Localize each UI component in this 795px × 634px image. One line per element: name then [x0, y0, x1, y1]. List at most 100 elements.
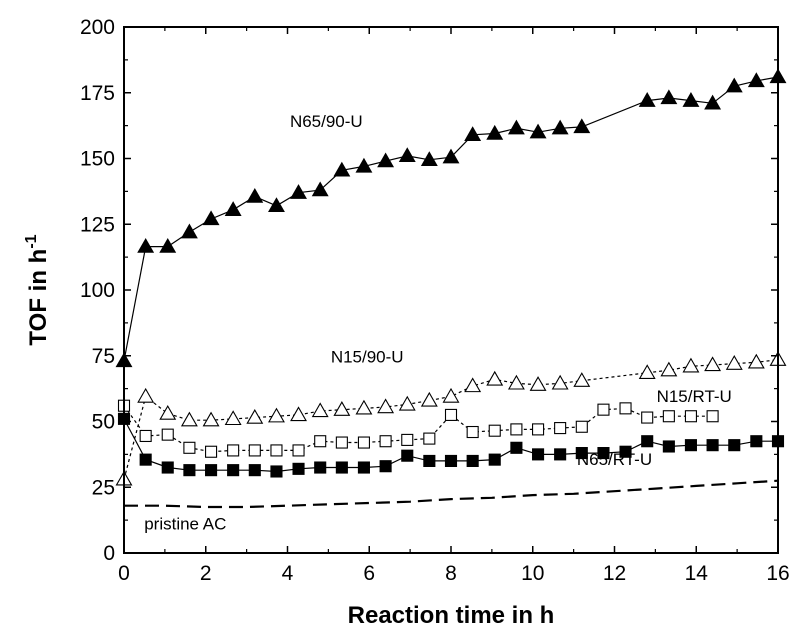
x-tick-label: 6: [363, 562, 375, 585]
data-point-n15-rt-u: [139, 429, 152, 443]
data-point-n15-rt-u: [597, 403, 610, 416]
data-point-n65-90-u: [355, 157, 373, 173]
data-point-n15-rt-u: [466, 425, 479, 439]
data-point-n65-rt-u: [139, 453, 152, 466]
series-n15-90-u: [115, 351, 787, 486]
data-point-n15-rt-u: [423, 432, 436, 445]
series-label-n65-rt-u: N65/RT-U: [577, 450, 652, 469]
data-point-n15-90-u: [180, 411, 198, 427]
data-point-n65-90-u: [398, 147, 416, 163]
data-point-n15-rt-u: [292, 444, 305, 457]
series-line-n65-90-u: [123, 76, 779, 362]
y-axis-title-main: TOF in h: [25, 249, 52, 346]
y-tick-label: 150: [80, 148, 115, 171]
data-point-n65-rt-u: [314, 461, 327, 474]
data-point-n65-90-u: [268, 197, 285, 213]
plot-frame: [123, 26, 779, 554]
data-point-n65-rt-u: [597, 447, 610, 460]
y-tick-label: 100: [80, 279, 115, 302]
series-n65-rt-u: [117, 412, 785, 478]
series-label-pristine-ac: pristine AC: [144, 514, 226, 533]
data-point-n65-rt-u: [444, 454, 458, 468]
data-point-n65-rt-u: [619, 445, 632, 458]
data-point-n65-90-u: [486, 124, 504, 140]
x-tick-label: 14: [685, 562, 709, 585]
data-point-n65-rt-u: [662, 440, 675, 453]
data-point-n65-rt-u: [423, 454, 436, 468]
data-point-n65-rt-u: [706, 439, 719, 452]
data-point-n65-rt-u: [466, 454, 479, 468]
data-point-n65-90-u: [159, 237, 177, 253]
data-point-n65-90-u: [551, 119, 569, 135]
data-point-n65-90-u: [464, 126, 482, 142]
data-point-n15-rt-u: [379, 435, 392, 448]
data-point-n65-90-u: [529, 123, 547, 139]
series-pristine-ac: [124, 479, 779, 509]
data-point-n15-rt-u: [488, 424, 501, 437]
data-point-n65-rt-u: [750, 435, 763, 448]
data-point-n15-rt-u: [532, 423, 545, 436]
y-axis-title-superscript: -1: [23, 234, 40, 248]
data-point-n65-90-u: [224, 201, 242, 216]
series-label-n15-90-u: N15/90-U: [331, 347, 404, 366]
data-point-n15-rt-u: [314, 435, 327, 448]
data-point-n65-90-u: [704, 94, 722, 110]
data-point-n15-90-u: [464, 377, 482, 393]
data-point-n15-90-u: [660, 361, 678, 377]
x-tick-label: 4: [282, 562, 294, 585]
data-point-n65-90-u: [137, 237, 155, 253]
data-point-n65-rt-u: [227, 464, 240, 477]
data-point-n65-rt-u: [183, 464, 196, 477]
data-point-n15-90-u: [377, 398, 395, 414]
data-point-n65-rt-u: [401, 449, 414, 462]
data-point-n65-90-u: [442, 148, 460, 164]
tick-layer: 0 2 4 6 8 10 12 14 16 0 25 50 75 100 125 150 175 200: [80, 16, 790, 585]
data-point-n15-90-u: [551, 374, 569, 390]
data-point-n15-rt-u: [662, 410, 675, 423]
data-point-n65-rt-u: [292, 462, 305, 475]
data-point-n65-rt-u: [205, 464, 218, 477]
data-point-n65-rt-u: [488, 453, 501, 466]
data-point-n15-rt-u: [357, 436, 370, 449]
data-point-n15-90-u: [137, 387, 155, 403]
data-point-n65-rt-u: [379, 460, 392, 473]
data-point-n15-rt-u: [575, 420, 588, 433]
data-point-n65-90-u: [682, 92, 700, 107]
series-line-pristine-ac: [124, 479, 779, 509]
x-tick-label: 16: [766, 562, 789, 585]
series-label-n15-rt-u: N15/RT-U: [657, 387, 732, 406]
data-point-n65-rt-u: [641, 435, 654, 448]
data-point-n65-90-u: [725, 77, 743, 93]
data-point-n15-rt-u: [227, 444, 240, 457]
data-point-n15-90-u: [420, 391, 438, 407]
y-tick-label: 25: [92, 476, 115, 499]
data-point-n15-90-u: [202, 411, 220, 427]
data-point-n15-rt-u: [335, 436, 348, 449]
series-layer: [115, 68, 787, 509]
data-point-n15-90-u: [682, 357, 700, 373]
data-point-n15-rt-u: [444, 408, 458, 421]
data-point-n15-90-u: [311, 402, 329, 418]
annotation-layer: N65/90-U N15/90-U N15/RT-U N65/RT-U pristine…: [144, 112, 732, 533]
y-tick-label: 0: [103, 542, 115, 565]
data-point-n65-90-u: [420, 151, 438, 166]
y-tick-label: 175: [80, 82, 115, 105]
data-point-n65-90-u: [377, 152, 395, 168]
y-tick-label: 200: [80, 16, 115, 39]
series-n65-90-u: [115, 68, 787, 368]
data-point-n15-90-u: [573, 372, 591, 387]
data-point-n65-rt-u: [270, 465, 283, 478]
y-tick-label: 125: [80, 213, 115, 236]
data-point-n15-rt-u: [270, 444, 283, 457]
data-point-n65-90-u: [202, 210, 220, 226]
data-point-n15-90-u: [355, 399, 373, 415]
data-point-n15-rt-u: [619, 402, 632, 415]
series-n15-rt-u: [117, 399, 719, 458]
data-point-n65-90-u: [246, 188, 264, 203]
data-point-n15-rt-u: [510, 423, 523, 436]
data-point-n15-90-u: [290, 406, 307, 422]
x-tick-label: 0: [118, 562, 130, 585]
data-point-n65-90-u: [180, 223, 198, 239]
x-tick-label: 8: [445, 562, 457, 585]
data-point-n15-rt-u: [401, 433, 414, 446]
